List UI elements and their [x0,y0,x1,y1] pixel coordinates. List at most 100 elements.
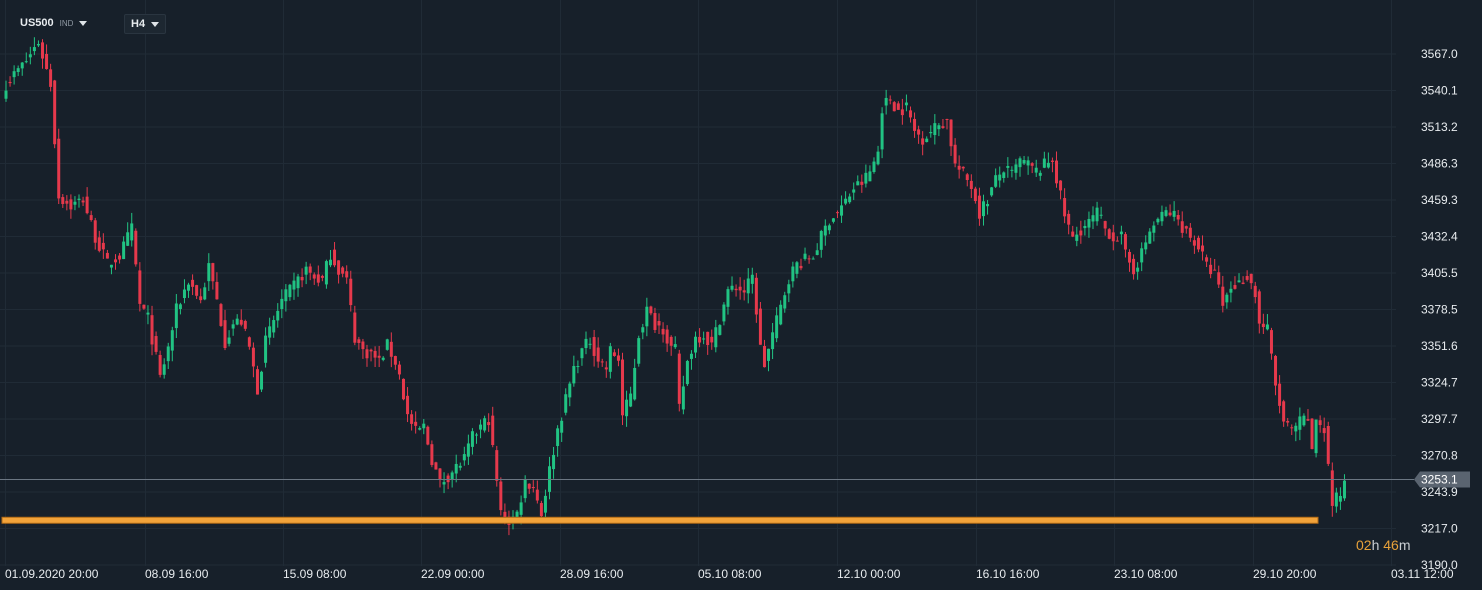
candle-body [552,454,556,470]
candle [621,352,625,426]
candle [300,268,304,288]
candle [114,254,118,270]
candle-body [661,328,665,335]
countdown-hours-unit: h [1371,537,1380,553]
candle [738,277,742,300]
candle-body [255,369,259,395]
candle-body [726,289,730,307]
candle-body [1115,240,1119,242]
candle-body [527,483,531,489]
candle [1136,262,1140,280]
candle [49,63,53,92]
candle [1294,422,1298,442]
candle-body [1249,273,1253,284]
candle-body [1030,163,1034,166]
x-tick-label: 03.11 12:00 [1391,567,1454,581]
candle-body [146,312,150,315]
candle [1002,171,1006,183]
candle [426,425,430,446]
candle [1059,180,1063,200]
candle-body [799,265,803,269]
candle-body [1050,160,1054,162]
symbol-selector[interactable]: US500 IND [20,14,88,32]
candle [243,319,247,332]
candle [134,228,138,267]
candle [588,337,592,350]
candle [138,262,142,312]
candle [888,95,892,105]
candle [1055,151,1059,188]
candle [681,375,685,415]
candle [730,276,734,292]
candle-body [191,279,195,287]
candle [572,355,576,387]
candle [337,260,341,284]
candle-body [925,138,929,143]
candle [945,118,949,130]
candle-body [665,329,669,344]
candle-body [353,312,357,343]
candle [393,355,397,370]
candle-body [1184,226,1188,229]
candle [105,249,109,259]
y-tick-label: 3324.7 [1421,376,1458,390]
candle-body [101,242,105,250]
candle [844,191,848,206]
candle-body [1221,286,1225,306]
candle-body [1310,418,1314,449]
candle [32,37,36,56]
candle [913,112,917,138]
candle-body [1334,492,1338,507]
candle [324,259,328,289]
candle [896,101,900,110]
x-tick-label: 01.09.2020 20:00 [5,567,99,581]
candle [195,284,199,300]
y-tick-label: 3378.5 [1421,303,1458,317]
candle-body [4,90,8,99]
candle [109,264,113,275]
candle-body [961,166,965,169]
y-tick-label: 3540.1 [1421,84,1458,98]
candle [584,331,588,355]
candle [57,128,61,205]
candle-body [503,511,507,522]
candle [767,348,771,372]
candle [685,359,689,386]
candle-body [349,278,353,306]
candle-body [596,347,600,362]
candle [1180,211,1184,238]
candle-body [16,68,20,73]
candle-body [1091,215,1095,222]
candle-body [361,341,365,350]
candle [900,98,904,125]
candle [706,331,710,355]
candle-body [1172,210,1176,217]
candle-body [1201,245,1205,252]
candle [848,193,852,204]
candle-body [239,319,243,325]
candle-body [929,131,933,134]
candle-body [949,119,953,147]
candle-body [41,42,45,59]
candle-body [941,126,945,128]
candle-body [195,285,199,296]
candle [1209,257,1213,279]
candle-body [779,304,783,325]
candle-body [284,289,288,302]
y-axis: 3567.0 3540.1 3513.2 3486.3 3459.3 3432.4 3405… [1421,47,1458,572]
candle [377,345,381,368]
candle-body [158,354,162,375]
y-tick-label: 3190.0 [1421,558,1458,572]
candle [1030,162,1034,174]
candle [458,462,462,471]
candle [937,123,941,137]
candle [600,358,604,367]
candle-body [300,276,304,281]
candle [957,155,961,179]
candle-body [848,196,852,203]
candle-body [231,324,235,329]
support-line[interactable] [1,516,1319,524]
candle [1286,417,1290,427]
timeframe-selector[interactable]: H4 [124,14,167,34]
